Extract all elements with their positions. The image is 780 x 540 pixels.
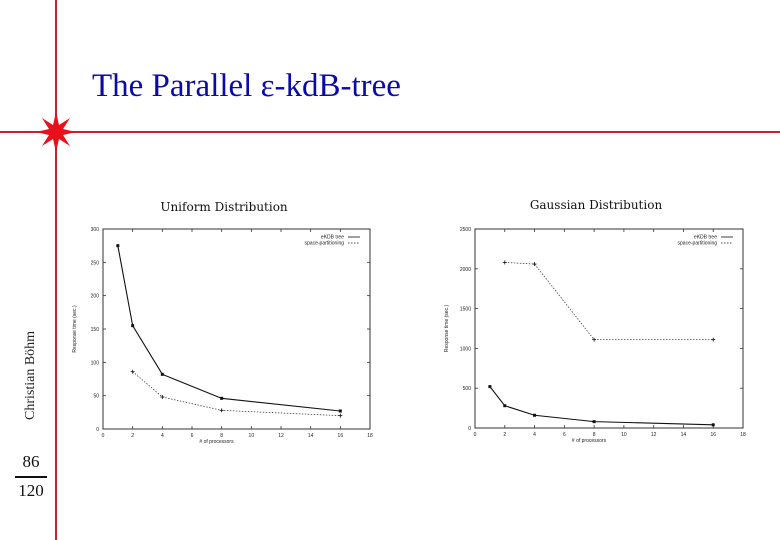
x-tick-label: 4	[161, 433, 164, 439]
y-tick-label: 200	[91, 294, 100, 300]
page-total: 120	[18, 481, 44, 500]
series-line	[504, 262, 714, 341]
data-point	[711, 423, 715, 427]
y-tick-label: 300	[91, 227, 100, 233]
y-tick-label: 2000	[460, 267, 471, 273]
gaussian-distribution-chart: Gaussian Distribution 0 2 4 6 8 10 12 14 16 18 0 500…	[444, 198, 746, 444]
y-tick-label: 50	[93, 394, 99, 400]
data-point	[503, 404, 507, 408]
x-axis-label: # of processors	[572, 438, 607, 444]
x-tick-label: 0	[102, 433, 105, 439]
y-axis-label: Response time (sec.)	[444, 305, 450, 353]
x-tick-label: 6	[191, 433, 194, 439]
series-line	[132, 371, 341, 417]
x-tick-label: 12	[651, 432, 657, 438]
horizontal-accent-line	[0, 131, 780, 133]
y-tick-label: 2500	[460, 227, 471, 233]
chart-title: Gaussian Distribution	[530, 198, 663, 212]
x-tick-label: 16	[338, 433, 344, 439]
data-point	[533, 413, 537, 417]
y-tick-label: 150	[91, 327, 100, 333]
plot-frame	[102, 228, 371, 430]
vertical-accent-line	[55, 0, 57, 540]
chart-title: Uniform Distribution	[160, 200, 288, 214]
page-fraction-bar	[15, 476, 47, 478]
x-tick-label: 10	[621, 432, 627, 438]
legend-entry: space-partitioning	[678, 241, 718, 247]
legend-entry: eKDB tree	[321, 235, 344, 241]
x-tick-label: 8	[220, 433, 223, 439]
y-tick-label: 100	[91, 360, 100, 366]
y-tick-label: 0	[96, 427, 99, 433]
x-tick-label: 12	[278, 433, 284, 439]
y-tick-label: 250	[91, 260, 100, 266]
x-tick-label: 2	[503, 432, 506, 438]
legend-entry: eKDB tree	[694, 235, 717, 241]
data-point	[131, 324, 135, 328]
x-tick-label: 0	[474, 432, 477, 438]
data-point	[338, 409, 342, 413]
y-tick-label: 1000	[460, 346, 471, 352]
x-tick-label: 18	[367, 433, 373, 439]
x-tick-label: 10	[249, 433, 255, 439]
y-tick-label: 500	[463, 386, 472, 392]
data-point	[220, 396, 224, 400]
x-tick-label: 4	[533, 432, 536, 438]
x-tick-label: 6	[563, 432, 566, 438]
series-line	[117, 245, 341, 412]
x-tick-label: 2	[131, 433, 134, 439]
data-point	[592, 420, 596, 424]
slide-title: The Parallel ε-kdB-tree	[92, 68, 401, 104]
x-tick-label: 16	[710, 432, 716, 438]
legend-entry: space-partitioning	[305, 241, 345, 247]
star-icon	[36, 112, 76, 152]
uniform-distribution-chart: Uniform Distribution 0 2 4 6 8 10 12 14 16 18 0 50 10…	[72, 200, 373, 445]
x-tick-label: 14	[308, 433, 314, 439]
page-current: 86	[22, 452, 40, 471]
x-axis-label: # of processors	[199, 439, 234, 445]
y-tick-label: 1500	[460, 307, 471, 313]
x-tick-label: 8	[593, 432, 596, 438]
series-line	[489, 386, 714, 426]
data-point	[116, 244, 120, 248]
plot-frame	[474, 228, 744, 429]
x-tick-label: 18	[740, 432, 746, 438]
data-point	[160, 372, 164, 376]
y-tick-label: 0	[468, 426, 471, 432]
data-point	[488, 385, 492, 389]
x-tick-label: 14	[681, 432, 687, 438]
y-axis-label: Response time (sec.)	[72, 305, 78, 353]
